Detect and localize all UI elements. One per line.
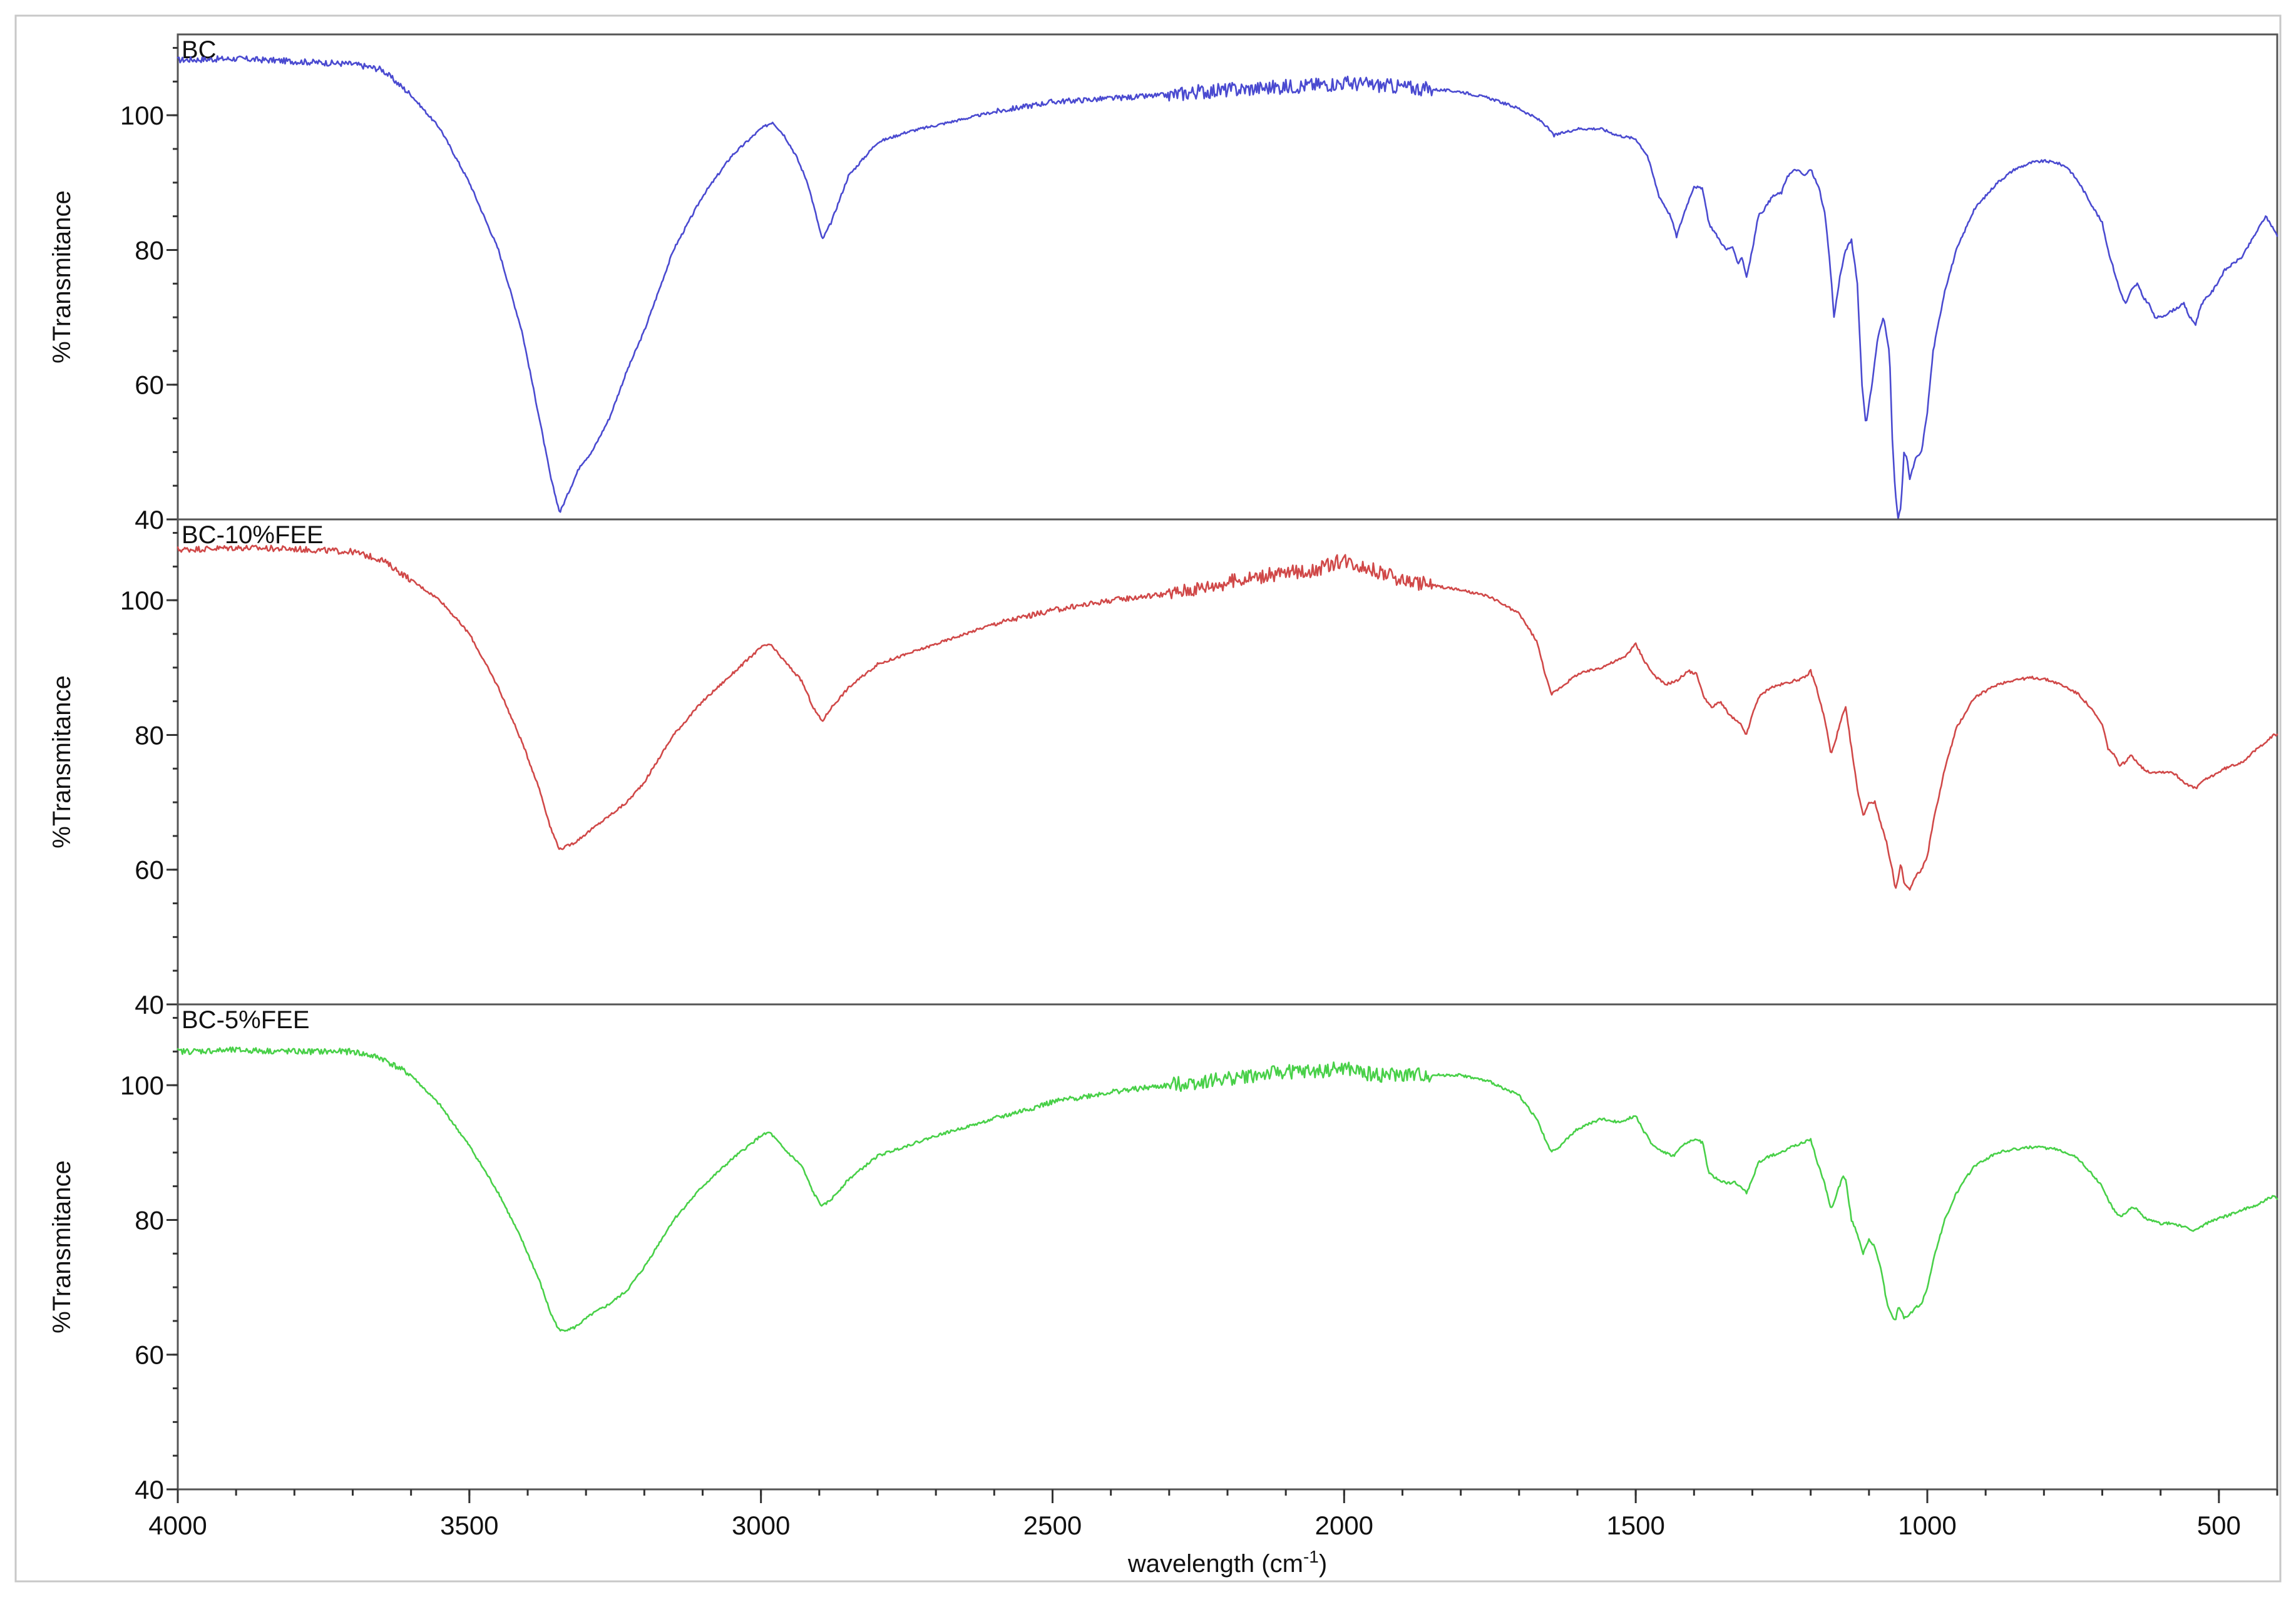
- panel-frame: [177, 33, 2278, 521]
- series-line: [177, 544, 2278, 891]
- figure-border: [14, 14, 2282, 1583]
- y-tick-label: 80: [135, 720, 164, 750]
- y-axis-title: %Transmitance: [48, 675, 76, 848]
- x-axis-title-superscript: -1: [1303, 1547, 1319, 1566]
- y-tick-label: 100: [120, 1071, 164, 1100]
- y-tick-label: 100: [120, 586, 164, 615]
- series-label: BC-5%FEE: [182, 1006, 310, 1034]
- panel-3: 40 60 80 100 %Transmitance BC-5%FEE: [48, 1003, 2278, 1504]
- y-axis-title: %Transmitance: [48, 190, 76, 363]
- y-tick-label: 80: [135, 235, 164, 265]
- series-line: [177, 55, 2278, 520]
- series-line: [177, 1046, 2278, 1332]
- panels-group: 406080100%TransmitanceBC406080100%Transm…: [48, 33, 2278, 1504]
- x-axis-title-close: ): [1319, 1550, 1327, 1578]
- x-tick-label: 3500: [440, 1511, 498, 1540]
- x-tick-label: 1500: [1606, 1511, 1664, 1540]
- y-tick-label: 80: [135, 1205, 164, 1235]
- x-tick-label: 2000: [1315, 1511, 1373, 1540]
- y-tick-label: 40: [135, 1475, 164, 1504]
- y-tick-label: 40: [135, 505, 164, 534]
- y-tick-label: 60: [135, 1340, 164, 1370]
- panel-frame: [177, 518, 2278, 1006]
- series-label: BC-10%FEE: [182, 521, 324, 549]
- y-tick-label: 100: [120, 101, 164, 130]
- x-tick-label: 3000: [732, 1511, 790, 1540]
- x-tick-label: 500: [2197, 1511, 2241, 1540]
- y-tick-label: 60: [135, 370, 164, 400]
- x-tick-label: 2500: [1023, 1511, 1082, 1540]
- y-axis-title: %Transmitance: [48, 1160, 76, 1333]
- x-tick-label: 4000: [148, 1511, 207, 1540]
- panel-2: 40 60 80 100 %Transmitance BC-10%FEE: [48, 518, 2278, 1019]
- y-tick-label: 40: [135, 990, 164, 1019]
- y-tick-label: 60: [135, 855, 164, 885]
- x-axis-title: wavelength (cm-1): [1127, 1547, 1327, 1578]
- x-axis: 4000 3500 3000 2500 2000 1500 1000 500: [148, 1489, 2278, 1540]
- x-tick-label: 1000: [1898, 1511, 1956, 1540]
- x-axis-title-main: wavelength (cm: [1127, 1550, 1303, 1578]
